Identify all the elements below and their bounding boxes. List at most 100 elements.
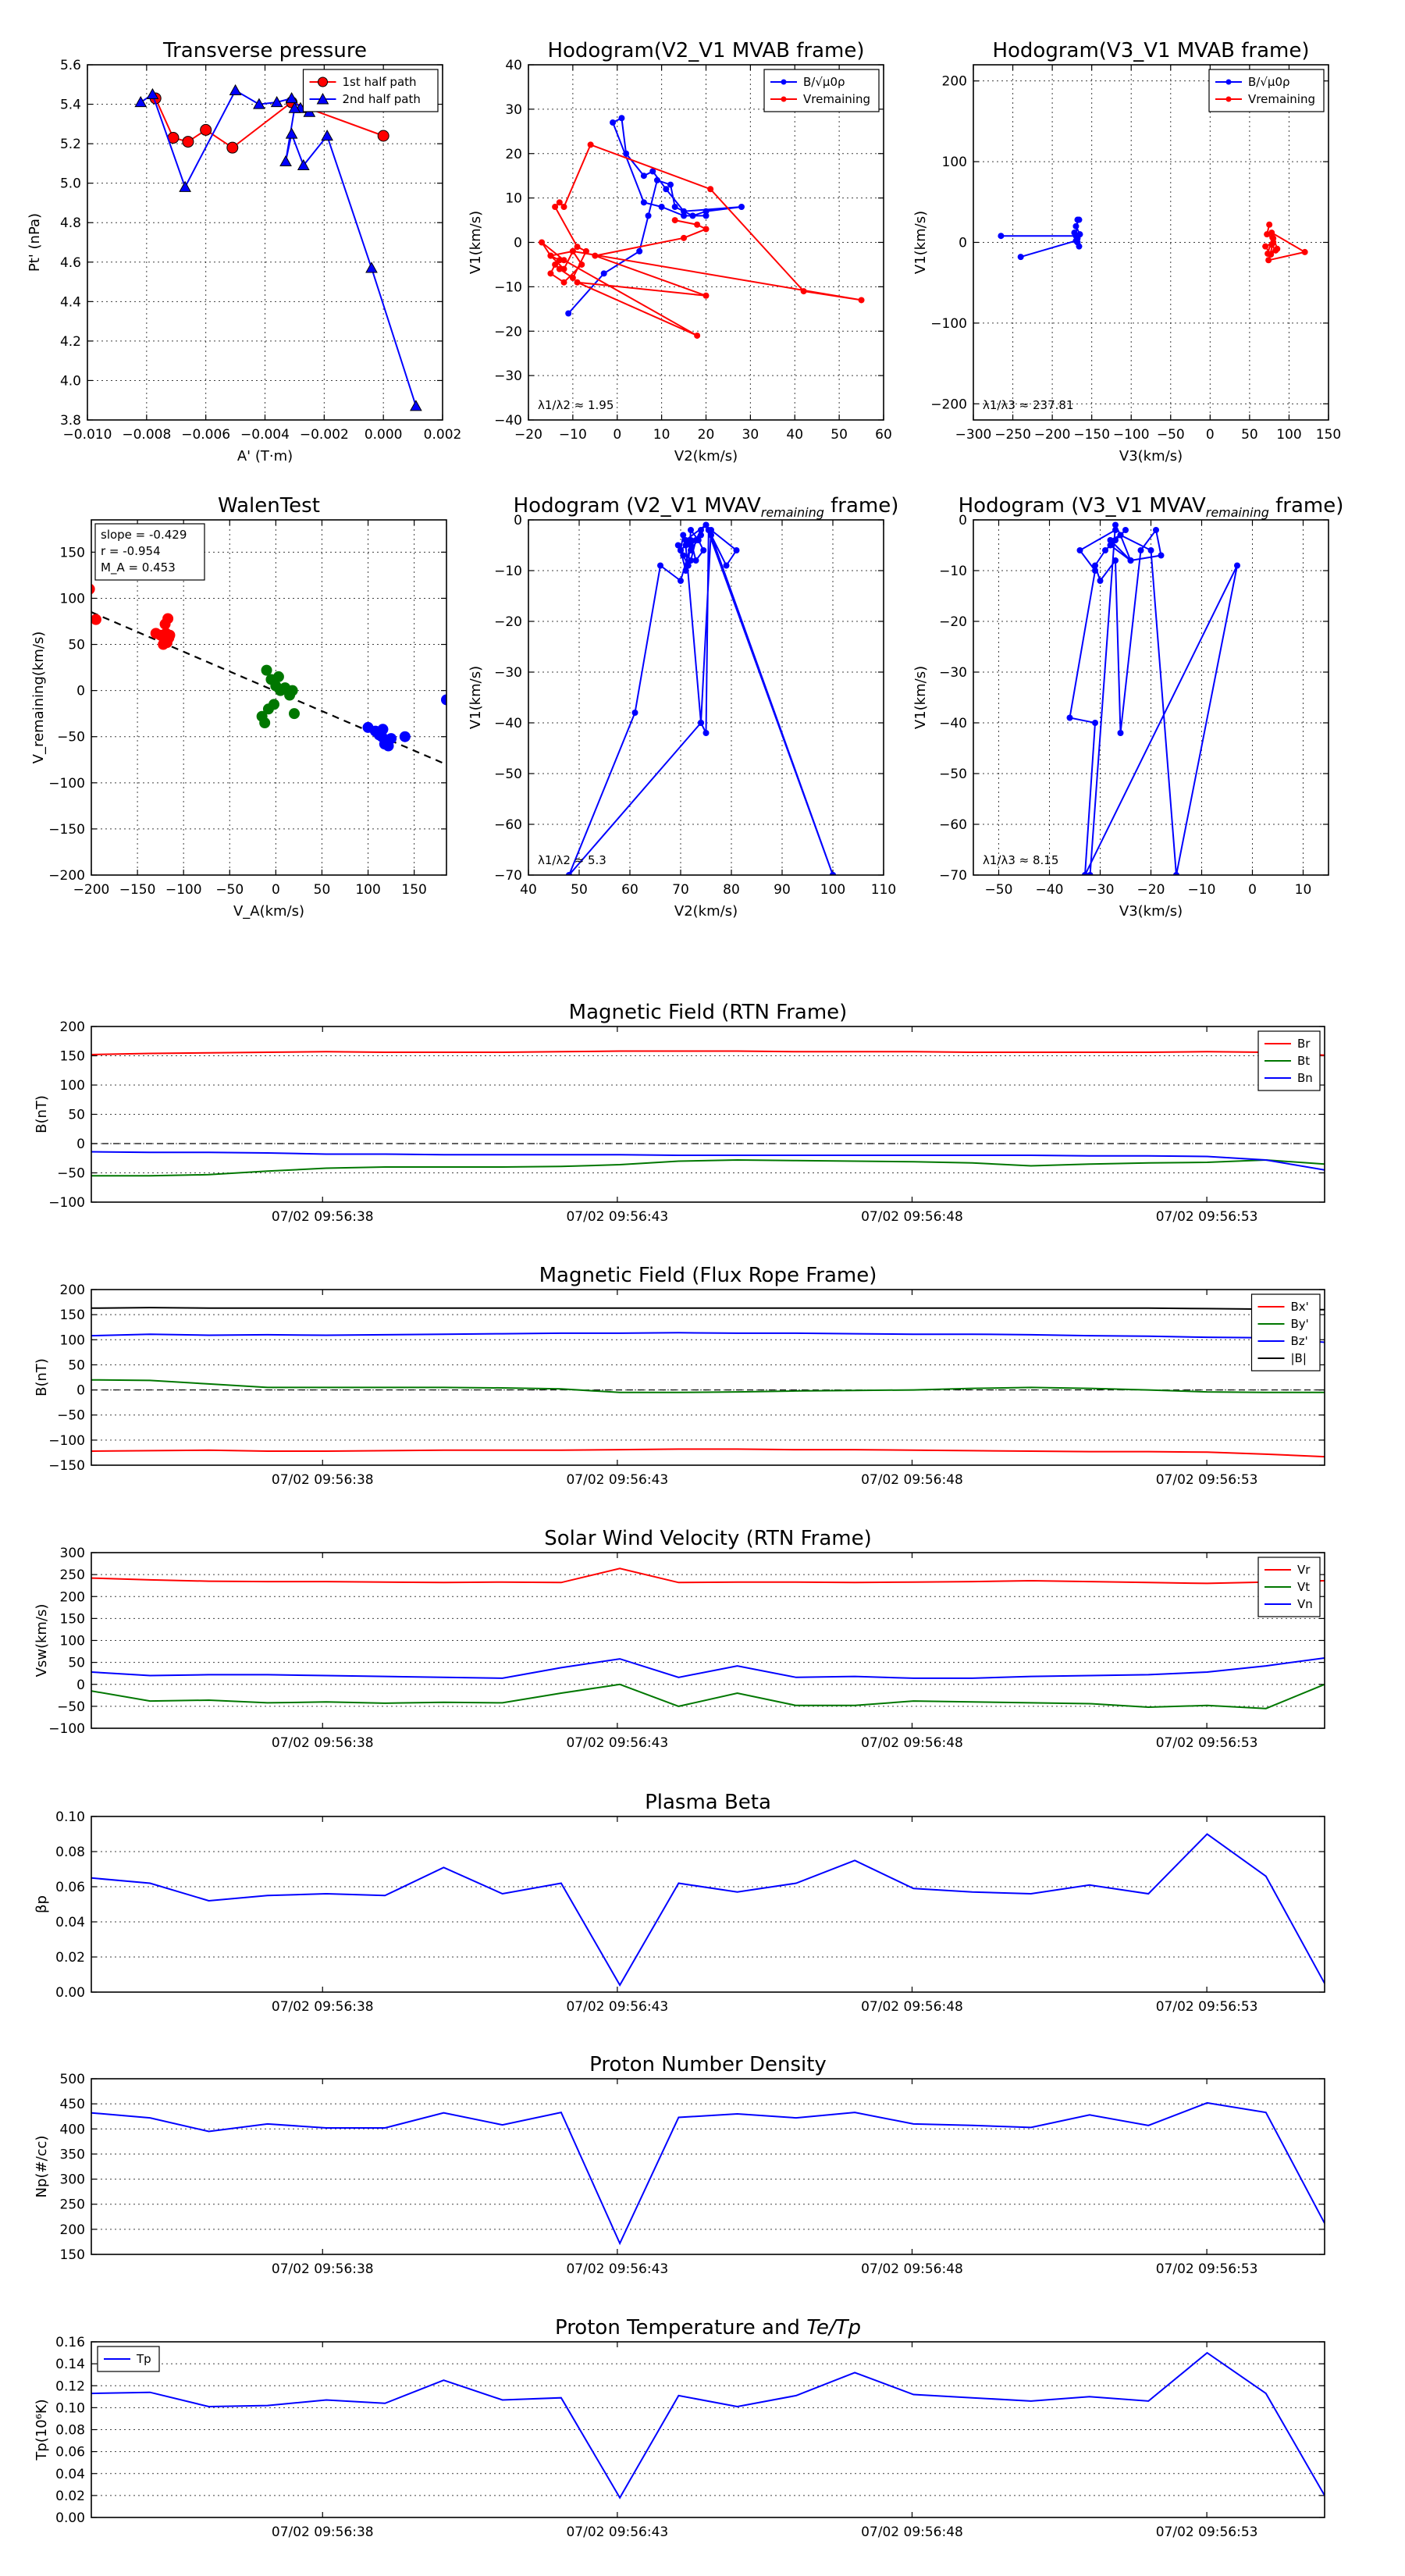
y-tick-label: −60 bbox=[939, 817, 967, 833]
x-tick-label: −250 bbox=[994, 427, 1031, 443]
x-tick-label: 50 bbox=[571, 882, 588, 898]
chart-hodogram-v2-v1-mvab: Hodogram(V2_V1 MVAB frame) −40 −30 −20 −10 0 1… bbox=[468, 39, 892, 464]
data-point bbox=[560, 204, 567, 210]
x-tick-label: −50 bbox=[985, 882, 1013, 898]
chart-transverse-pressure: Transverse pressure 3.8 4.0 4.2 4.4 4.6 4.8 5.0… bbox=[27, 39, 461, 464]
data-point bbox=[649, 168, 656, 175]
data-point bbox=[286, 685, 298, 696]
chart-proton-number-density: Proton Number Density 150 200 250 300 350 400 4… bbox=[34, 2053, 1325, 2277]
y-tick-label: −150 bbox=[48, 822, 85, 838]
data-point bbox=[692, 557, 699, 564]
x-tick-label: 07/02 09:56:38 bbox=[272, 1999, 374, 2015]
series-line-Bt bbox=[91, 1158, 1325, 1177]
data-point bbox=[688, 557, 694, 564]
x-tick-label: −0.008 bbox=[122, 427, 171, 443]
data-point bbox=[272, 671, 284, 682]
y-tick-label: 0.06 bbox=[55, 1880, 85, 1895]
chart-title: Hodogram (V2_V1 MVAVremaining frame) bbox=[514, 494, 899, 520]
data-point bbox=[681, 234, 688, 241]
data-point bbox=[830, 872, 836, 875]
y-axis-label: Tp(10⁶K) bbox=[34, 2399, 50, 2460]
data-point bbox=[566, 872, 572, 875]
plot-frame bbox=[91, 1552, 1325, 1729]
series-line-Vt bbox=[91, 1683, 1325, 1710]
data-point bbox=[653, 176, 660, 183]
data-point bbox=[702, 226, 710, 233]
data-point bbox=[410, 400, 422, 411]
data-point bbox=[1173, 872, 1179, 875]
legend-label: Vremaining bbox=[803, 92, 870, 106]
y-tick-label: 150 bbox=[60, 545, 85, 560]
title-subscript: remaining bbox=[1206, 505, 1269, 520]
title-math: Te/Tp bbox=[806, 2316, 861, 2339]
y-tick-label: 30 bbox=[505, 102, 522, 118]
y-tick-label: −10 bbox=[494, 279, 522, 295]
plot-area bbox=[91, 1833, 1325, 1987]
y-axis-label: Np(#/cc) bbox=[34, 2136, 50, 2198]
x-tick-label: 07/02 09:56:48 bbox=[861, 1472, 963, 1488]
data-point bbox=[382, 740, 394, 752]
data-point bbox=[229, 84, 242, 95]
data-point bbox=[1092, 568, 1098, 574]
data-point bbox=[91, 584, 95, 595]
x-tick-label: −10 bbox=[559, 427, 587, 443]
y-tick-label: 200 bbox=[60, 1283, 85, 1298]
title-text: Plasma Beta bbox=[645, 1791, 771, 1814]
y-tick-label: 4.4 bbox=[60, 294, 81, 310]
data-point bbox=[702, 208, 710, 215]
series-line-beta bbox=[91, 1833, 1325, 1987]
chart-plasma-beta: Plasma Beta 0.00 0.02 0.04 0.06 0.08 0.10 07/02… bbox=[34, 1791, 1325, 2015]
chart-solar-wind-velocity: Solar Wind Velocity (RTN Frame) −100 −50 0 5… bbox=[34, 1527, 1325, 1751]
data-point bbox=[377, 130, 389, 142]
y-tick-label: 100 bbox=[60, 1634, 85, 1649]
eigen-ratio: λ1/λ2 ≈ 1.95 bbox=[538, 398, 614, 412]
legend: Bx' By' Bz' |B| bbox=[1250, 1293, 1321, 1372]
data-point bbox=[681, 212, 688, 219]
grid bbox=[528, 65, 884, 420]
data-point bbox=[1269, 234, 1276, 241]
data-point bbox=[702, 212, 710, 219]
plot-area bbox=[91, 2351, 1325, 2500]
legend-label: Vt bbox=[1297, 1580, 1310, 1594]
x-tick-label: −0.004 bbox=[240, 427, 290, 443]
stat-line: slope = -0.429 bbox=[101, 528, 187, 542]
data-point bbox=[702, 521, 710, 528]
data-point bbox=[1082, 872, 1088, 875]
chart-title: Hodogram (V3_V1 MVAVremaining frame) bbox=[959, 494, 1344, 520]
data-point bbox=[574, 279, 581, 286]
legend-label: B/√μ0ρ bbox=[1248, 75, 1290, 89]
legend: Br Bt Bn bbox=[1257, 1030, 1321, 1091]
plot-frame bbox=[91, 1289, 1325, 1466]
x-tick-label: 07/02 09:56:48 bbox=[861, 2524, 963, 2540]
y-tick-label: −50 bbox=[57, 1699, 85, 1715]
data-point bbox=[689, 212, 696, 219]
data-point bbox=[688, 547, 694, 553]
y-tick-label: 150 bbox=[60, 1611, 85, 1627]
x-tick-label: 07/02 09:56:53 bbox=[1156, 1209, 1258, 1225]
x-tick-label: 10 bbox=[1295, 882, 1312, 898]
plot-area bbox=[1066, 521, 1240, 875]
y-tick-label: −20 bbox=[494, 324, 522, 340]
y-tick-label: −100 bbox=[48, 776, 85, 792]
x-tick-label: 07/02 09:56:48 bbox=[861, 2261, 963, 2277]
data-point bbox=[134, 95, 148, 108]
legend-marker bbox=[781, 79, 787, 85]
data-point bbox=[800, 288, 807, 295]
x-tick-label: −100 bbox=[1113, 427, 1150, 443]
stats-box bbox=[94, 523, 205, 581]
legend-label: Bt bbox=[1297, 1054, 1310, 1068]
data-point bbox=[556, 257, 563, 264]
data-point bbox=[560, 265, 567, 272]
y-tick-label: 0 bbox=[76, 1137, 85, 1152]
y-tick-label: 0.08 bbox=[55, 2423, 85, 2439]
legend-marker bbox=[1225, 96, 1232, 102]
x-tick-label: 50 bbox=[831, 427, 848, 443]
y-tick-label: 0.00 bbox=[55, 1985, 85, 2001]
series-line-By' bbox=[91, 1379, 1325, 1393]
plot-area bbox=[91, 1307, 1325, 1458]
x-tick-label: 150 bbox=[401, 882, 426, 898]
y-tick-label: −100 bbox=[930, 316, 967, 332]
x-tick-label: −0.006 bbox=[181, 427, 230, 443]
y-tick-label: 100 bbox=[60, 1078, 85, 1094]
data-point bbox=[253, 98, 265, 109]
